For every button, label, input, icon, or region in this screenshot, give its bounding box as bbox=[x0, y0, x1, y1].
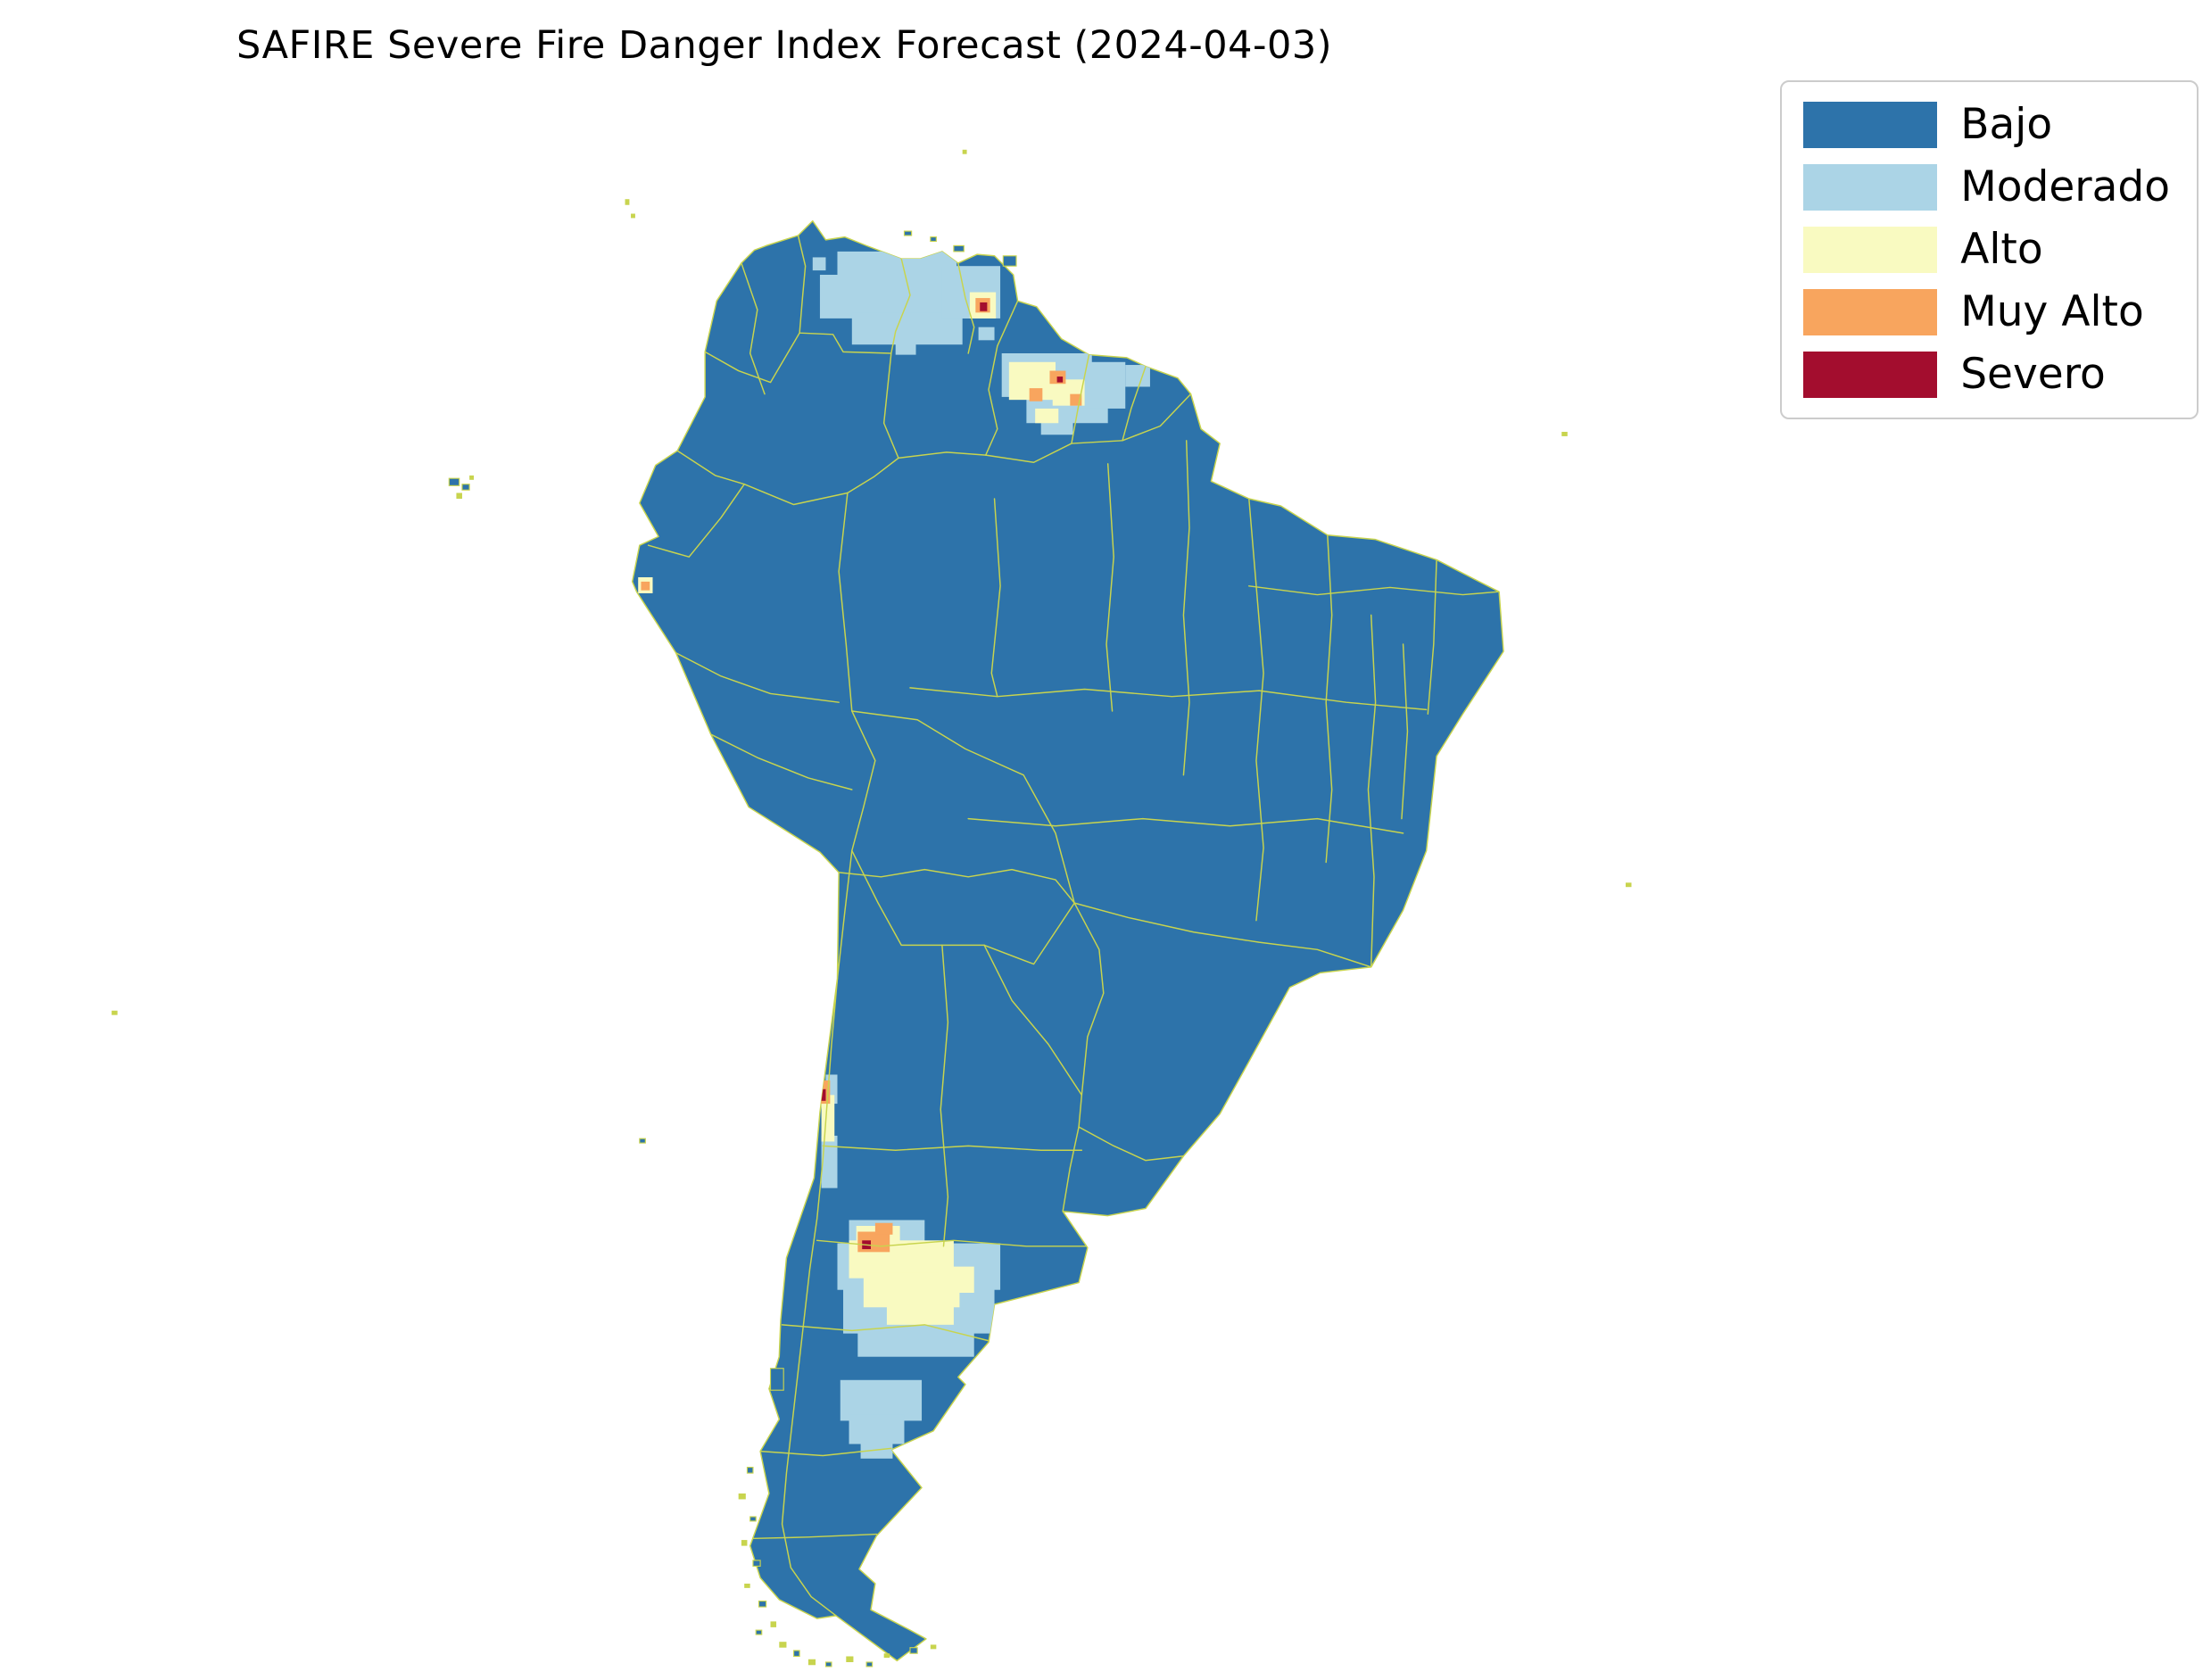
legend-item-bajo: Bajo bbox=[1803, 102, 2170, 148]
legend-label-severo: Severo bbox=[1960, 350, 2106, 400]
legend-item-moderado: Moderado bbox=[1803, 164, 2170, 211]
island-specks bbox=[112, 149, 1632, 1668]
legend-item-alto: Alto bbox=[1803, 227, 2170, 273]
continent-shape bbox=[631, 219, 1504, 1662]
page-title: SAFIRE Severe Fire Danger Index Forecast… bbox=[236, 23, 1332, 68]
legend-item-muy-alto: Muy Alto bbox=[1803, 289, 2170, 335]
legend-label-alto: Alto bbox=[1960, 225, 2043, 275]
legend-swatch-bajo bbox=[1803, 102, 1938, 148]
legend-swatch-moderado bbox=[1803, 164, 1938, 211]
legend: Bajo Moderado Alto Muy Alto Severo bbox=[1780, 80, 2199, 419]
legend-item-severo: Severo bbox=[1803, 352, 2170, 398]
legend-label-muy-alto: Muy Alto bbox=[1960, 287, 2144, 337]
legend-label-bajo: Bajo bbox=[1960, 100, 2053, 150]
admin-boundaries bbox=[647, 235, 1499, 1617]
legend-swatch-muy-alto bbox=[1803, 289, 1938, 335]
legend-swatch-alto bbox=[1803, 227, 1938, 273]
legend-label-moderado: Moderado bbox=[1960, 162, 2170, 212]
legend-swatch-severo bbox=[1803, 352, 1938, 398]
